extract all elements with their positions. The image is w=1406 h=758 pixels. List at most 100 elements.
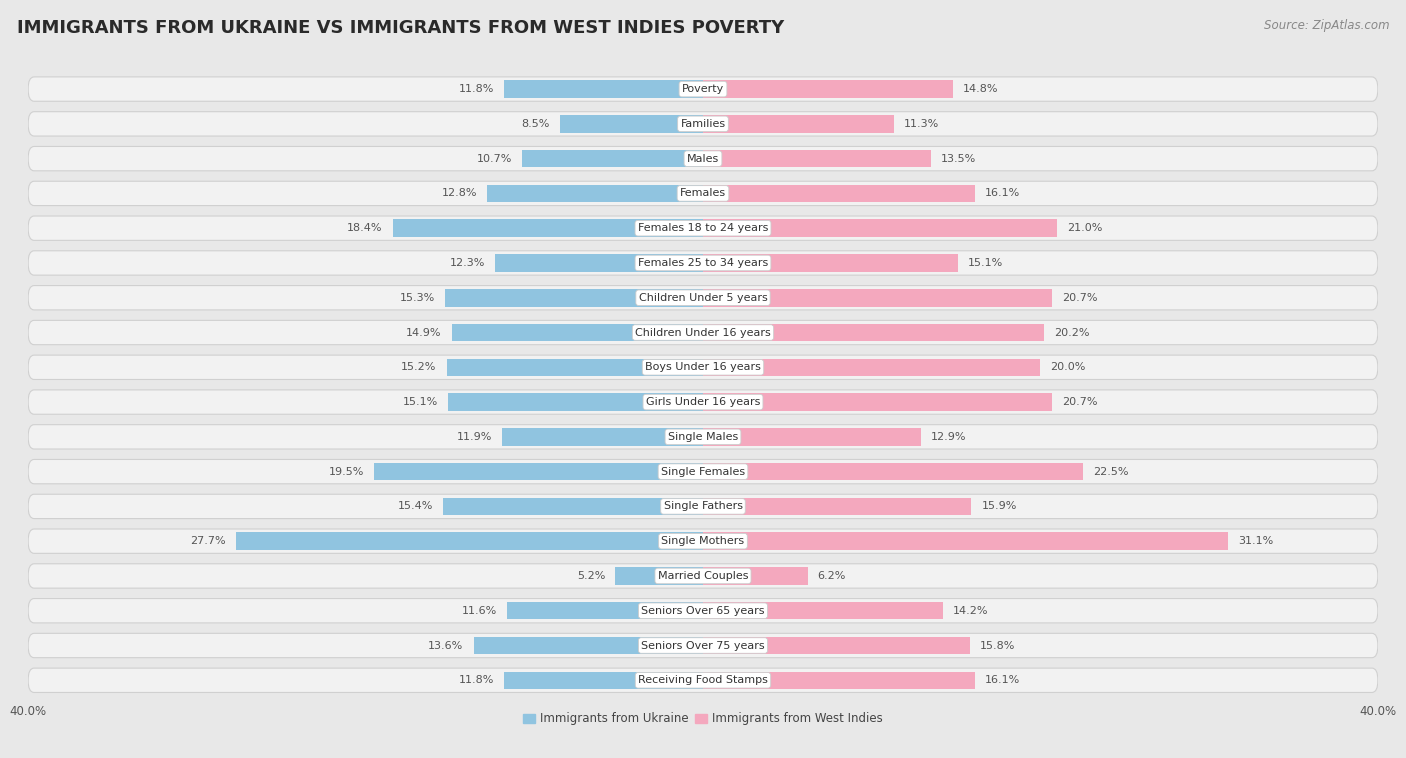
FancyBboxPatch shape <box>28 390 1378 414</box>
Bar <box>523 150 703 168</box>
FancyBboxPatch shape <box>28 494 1378 518</box>
Text: Families: Families <box>681 119 725 129</box>
Bar <box>703 324 1043 341</box>
Bar <box>236 532 703 550</box>
Text: Single Females: Single Females <box>661 467 745 477</box>
Text: 11.3%: 11.3% <box>904 119 939 129</box>
Text: Poverty: Poverty <box>682 84 724 94</box>
Bar <box>502 428 703 446</box>
Bar <box>560 115 703 133</box>
Bar <box>703 254 957 271</box>
Bar <box>444 289 703 306</box>
Text: 14.2%: 14.2% <box>953 606 988 615</box>
FancyBboxPatch shape <box>28 111 1378 136</box>
Bar <box>474 637 703 654</box>
FancyBboxPatch shape <box>28 668 1378 693</box>
Bar <box>703 359 1040 376</box>
Text: 16.1%: 16.1% <box>984 675 1019 685</box>
Text: Receiving Food Stamps: Receiving Food Stamps <box>638 675 768 685</box>
Text: 18.4%: 18.4% <box>347 223 382 233</box>
Bar <box>503 672 703 689</box>
Text: 15.2%: 15.2% <box>401 362 436 372</box>
Text: 15.4%: 15.4% <box>398 501 433 512</box>
FancyBboxPatch shape <box>28 459 1378 484</box>
Text: 6.2%: 6.2% <box>818 571 846 581</box>
Text: IMMIGRANTS FROM UKRAINE VS IMMIGRANTS FROM WEST INDIES POVERTY: IMMIGRANTS FROM UKRAINE VS IMMIGRANTS FR… <box>17 19 785 37</box>
Text: 12.9%: 12.9% <box>931 432 966 442</box>
Bar <box>374 463 703 481</box>
Text: 20.7%: 20.7% <box>1063 293 1098 302</box>
FancyBboxPatch shape <box>28 216 1378 240</box>
Bar <box>703 428 921 446</box>
Bar <box>703 185 974 202</box>
Text: 13.5%: 13.5% <box>941 154 976 164</box>
FancyBboxPatch shape <box>28 564 1378 588</box>
Bar <box>703 393 1052 411</box>
Text: 20.2%: 20.2% <box>1054 327 1090 337</box>
Text: 22.5%: 22.5% <box>1092 467 1128 477</box>
Text: Males: Males <box>688 154 718 164</box>
Text: 31.1%: 31.1% <box>1237 536 1272 547</box>
Text: 10.7%: 10.7% <box>477 154 512 164</box>
FancyBboxPatch shape <box>28 599 1378 623</box>
Text: Married Couples: Married Couples <box>658 571 748 581</box>
Text: Females 25 to 34 years: Females 25 to 34 years <box>638 258 768 268</box>
Text: Seniors Over 65 years: Seniors Over 65 years <box>641 606 765 615</box>
Bar <box>703 219 1057 237</box>
Bar <box>508 602 703 619</box>
Text: Boys Under 16 years: Boys Under 16 years <box>645 362 761 372</box>
Text: 20.0%: 20.0% <box>1050 362 1085 372</box>
FancyBboxPatch shape <box>28 529 1378 553</box>
Text: 12.8%: 12.8% <box>441 189 477 199</box>
Text: 11.8%: 11.8% <box>458 84 494 94</box>
Text: 8.5%: 8.5% <box>522 119 550 129</box>
Text: Females 18 to 24 years: Females 18 to 24 years <box>638 223 768 233</box>
Bar <box>703 115 894 133</box>
Bar <box>443 498 703 515</box>
Bar <box>449 393 703 411</box>
Text: 11.6%: 11.6% <box>463 606 498 615</box>
FancyBboxPatch shape <box>28 77 1378 102</box>
Text: 14.9%: 14.9% <box>406 327 441 337</box>
Text: Females: Females <box>681 189 725 199</box>
FancyBboxPatch shape <box>28 286 1378 310</box>
Bar <box>486 185 703 202</box>
Text: Seniors Over 75 years: Seniors Over 75 years <box>641 641 765 650</box>
Bar <box>703 567 807 584</box>
Text: 21.0%: 21.0% <box>1067 223 1102 233</box>
Text: 15.8%: 15.8% <box>980 641 1015 650</box>
Text: 15.1%: 15.1% <box>967 258 1002 268</box>
FancyBboxPatch shape <box>28 146 1378 171</box>
Text: Single Males: Single Males <box>668 432 738 442</box>
Text: 13.6%: 13.6% <box>429 641 464 650</box>
Text: 11.8%: 11.8% <box>458 675 494 685</box>
Text: Children Under 5 years: Children Under 5 years <box>638 293 768 302</box>
Bar <box>703 289 1052 306</box>
FancyBboxPatch shape <box>28 356 1378 380</box>
Text: Source: ZipAtlas.com: Source: ZipAtlas.com <box>1264 19 1389 32</box>
Bar <box>495 254 703 271</box>
Bar <box>703 80 953 98</box>
FancyBboxPatch shape <box>28 424 1378 449</box>
Bar <box>703 672 974 689</box>
Bar <box>503 80 703 98</box>
Bar <box>703 602 942 619</box>
Text: Single Fathers: Single Fathers <box>664 501 742 512</box>
FancyBboxPatch shape <box>28 181 1378 205</box>
Text: 19.5%: 19.5% <box>329 467 364 477</box>
Text: Single Mothers: Single Mothers <box>661 536 745 547</box>
Text: 27.7%: 27.7% <box>190 536 225 547</box>
Legend: Immigrants from Ukraine, Immigrants from West Indies: Immigrants from Ukraine, Immigrants from… <box>519 708 887 730</box>
Text: Children Under 16 years: Children Under 16 years <box>636 327 770 337</box>
Text: 5.2%: 5.2% <box>576 571 605 581</box>
FancyBboxPatch shape <box>28 634 1378 658</box>
FancyBboxPatch shape <box>28 321 1378 345</box>
Text: 15.9%: 15.9% <box>981 501 1017 512</box>
Text: 11.9%: 11.9% <box>457 432 492 442</box>
Bar <box>703 532 1227 550</box>
Bar <box>447 359 703 376</box>
Text: 15.3%: 15.3% <box>399 293 434 302</box>
FancyBboxPatch shape <box>28 251 1378 275</box>
Bar <box>703 637 970 654</box>
Bar <box>451 324 703 341</box>
